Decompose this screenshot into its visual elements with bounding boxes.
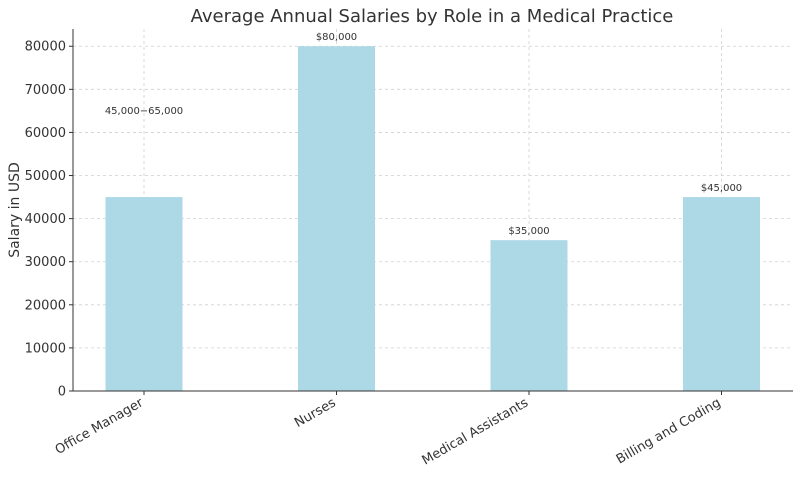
y-tick-label: 20000: [25, 298, 66, 313]
data-label-4: $45,000: [701, 183, 742, 194]
data-label-1: 45,000−65,000: [105, 106, 183, 117]
x-tick-label: Billing and Coding: [614, 395, 724, 467]
bar-2: [298, 46, 375, 391]
y-tick-label: 10000: [25, 341, 66, 356]
y-tick-label: 50000: [25, 169, 66, 184]
y-tick-label: 60000: [25, 126, 66, 141]
bar-1: [105, 197, 183, 391]
x-tick-label: Nurses: [292, 395, 339, 431]
y-tick-label: 30000: [25, 255, 66, 270]
y-tick-label: 0: [58, 385, 66, 400]
y-tick-label: 40000: [25, 212, 66, 227]
bar-4: [683, 197, 760, 391]
x-tick-label: Medical Assistants: [420, 395, 532, 468]
bar-3: [490, 240, 568, 391]
data-label-2: $80,000: [316, 32, 357, 43]
chart-title: Average Annual Salaries by Role in a Med…: [191, 6, 674, 27]
x-tick-label: Office Manager: [53, 395, 147, 458]
data-label-3: $35,000: [508, 226, 549, 237]
bars: [105, 46, 760, 391]
axes: [69, 29, 793, 395]
y-tick-label: 80000: [25, 40, 66, 55]
y-axis-label: Salary in USD: [7, 162, 23, 258]
y-tick-label: 70000: [25, 83, 66, 98]
